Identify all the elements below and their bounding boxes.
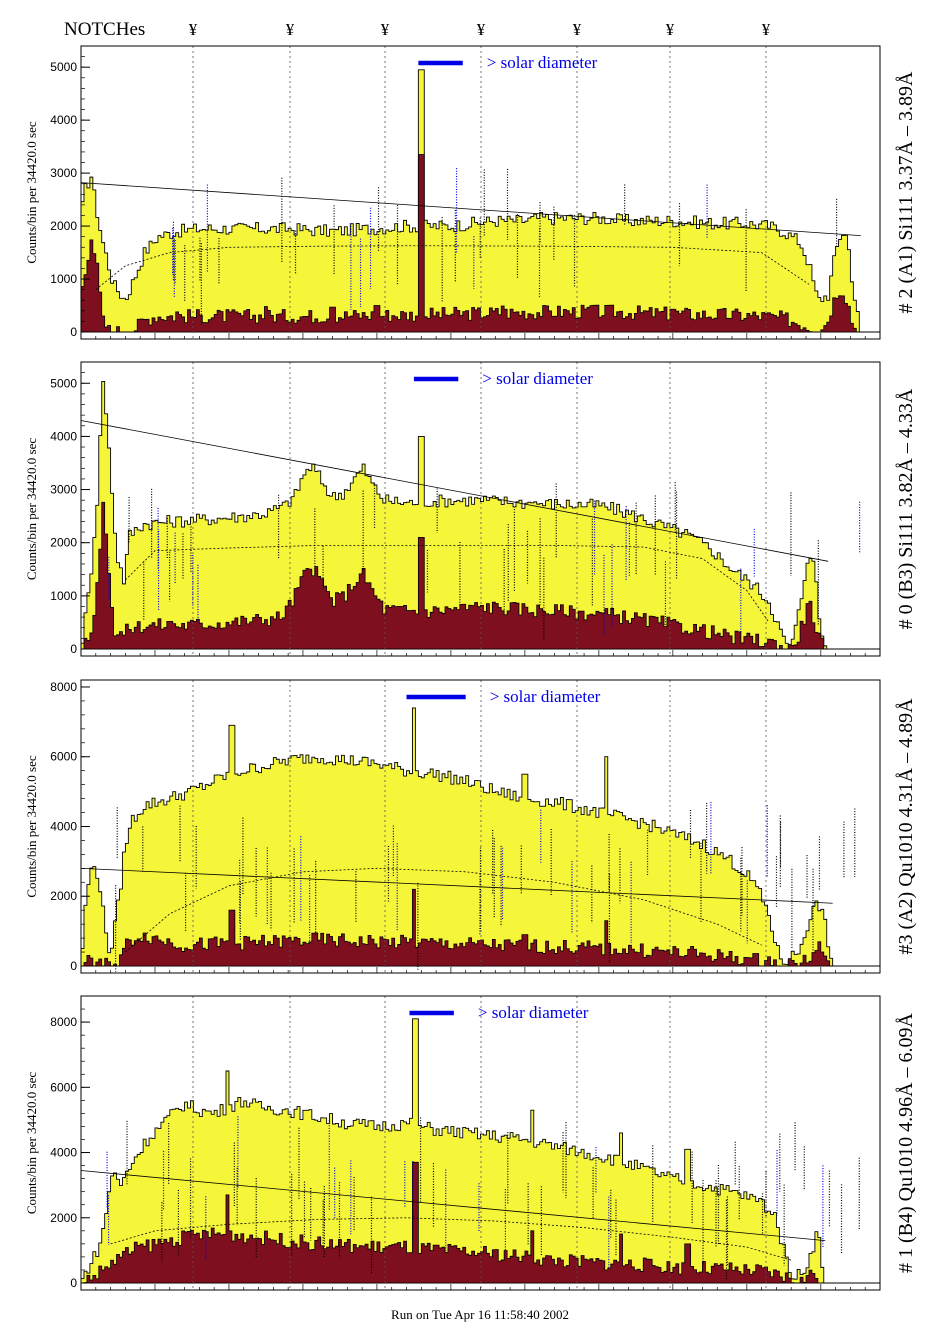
- dotted-model-curve: [95, 245, 810, 290]
- solar-diameter-label: > solar diameter: [487, 53, 598, 72]
- run-timestamp: Run on Tue Apr 16 11:58:40 2002: [391, 1307, 569, 1322]
- yellow-histogram: [80, 69, 880, 333]
- notch-marker-1: ¥: [189, 20, 198, 39]
- y-tick-label: 8000: [50, 680, 77, 694]
- fit-line: [80, 182, 861, 237]
- y-tick-label: 6000: [50, 1080, 77, 1094]
- y-tick-label: 8000: [50, 1015, 77, 1029]
- notch-marker-3: ¥: [381, 20, 390, 39]
- y-axis-label: Counts/bin per 34420.0 sec: [24, 438, 39, 580]
- line-annotations: [114, 802, 856, 972]
- panel-2: 0 1000 2000 3000 4000 5000 Counts/bin per 3442…: [24, 361, 917, 657]
- line-annotations: [172, 168, 838, 325]
- fit-line: [80, 867, 833, 904]
- y-tick-label: 1000: [50, 272, 77, 286]
- y-tick-label: 0: [70, 642, 77, 656]
- y-axis-label: Counts/bin per 34420.0 sec: [24, 121, 39, 263]
- y-tick-label: 0: [70, 959, 77, 973]
- y-tick-label: 4000: [50, 819, 77, 833]
- fit-line: [80, 1170, 826, 1242]
- y-tick-label: 0: [70, 1276, 77, 1290]
- notch-marker-5: ¥: [573, 20, 582, 39]
- line-annotations: [108, 482, 861, 641]
- dotted-model-curve: [125, 867, 762, 953]
- detector-label: # 1 (B4) Qu1010 4.96Å – 6.09Å: [895, 1012, 917, 1273]
- maroon-histogram: [81, 501, 880, 650]
- y-tick-label: 2000: [50, 219, 77, 233]
- notch-marker-4: ¥: [477, 20, 486, 39]
- y-tick-label: 3000: [50, 166, 77, 180]
- panel-3: 0 2000 4000 6000 8000 Counts/bin per 34420.0 …: [24, 679, 917, 974]
- y-tick-label: 5000: [50, 60, 77, 74]
- fit-line: [80, 420, 829, 562]
- y-tick-label: 2000: [50, 536, 77, 550]
- maroon-histogram: [80, 154, 880, 333]
- yellow-histogram: [80, 381, 880, 650]
- y-tick-label: 4000: [50, 1146, 77, 1160]
- y-tick-label: 1000: [50, 589, 77, 603]
- y-tick-label: 4000: [50, 429, 77, 443]
- notch-marker-2: ¥: [286, 20, 295, 39]
- notches-label: NOTCHes: [64, 19, 145, 40]
- line-annotations: [106, 1116, 860, 1281]
- y-tick-label: 2000: [50, 1211, 77, 1225]
- solar-diameter-label: > solar diameter: [478, 1003, 589, 1022]
- yellow-histogram: [80, 707, 880, 967]
- solar-diameter-label: > solar diameter: [490, 687, 601, 706]
- detector-label: # 2 (A1) Si111 3.37Å – 3.89Å: [895, 71, 917, 313]
- maroon-histogram: [81, 888, 880, 967]
- detector-label: # 0 (B3) Si111 3.82Å – 4.33Å: [895, 388, 917, 629]
- y-tick-label: 6000: [50, 750, 77, 764]
- y-tick-label: 5000: [50, 376, 77, 390]
- y-tick-label: 2000: [50, 889, 77, 903]
- spectra-panels: 0 1000 2000 3000 4000 5000 Counts/bin per 3442…: [24, 45, 917, 1291]
- notch-marker-7: ¥: [762, 20, 771, 39]
- notches-header: NOTCHes ¥ ¥ ¥ ¥ ¥ ¥ ¥: [64, 19, 771, 40]
- y-tick-label: 4000: [50, 113, 77, 127]
- panel-4: 0 2000 4000 6000 8000 Counts/bin per 34420.0 …: [24, 995, 917, 1291]
- dotted-model-curve: [125, 545, 770, 623]
- y-axis-label: Counts/bin per 34420.0 sec: [24, 755, 39, 897]
- panel-1: 0 1000 2000 3000 4000 5000 Counts/bin per 3442…: [24, 45, 917, 340]
- solar-diameter-label: > solar diameter: [482, 369, 593, 388]
- y-axis-label: Counts/bin per 34420.0 sec: [24, 1072, 39, 1214]
- yellow-histogram: [80, 1018, 880, 1284]
- detector-label: #3 (A2) Qu1010 4.31Å – 4.89Å: [895, 698, 917, 955]
- notch-marker-6: ¥: [666, 20, 675, 39]
- y-tick-label: 3000: [50, 483, 77, 497]
- y-tick-label: 0: [70, 325, 77, 339]
